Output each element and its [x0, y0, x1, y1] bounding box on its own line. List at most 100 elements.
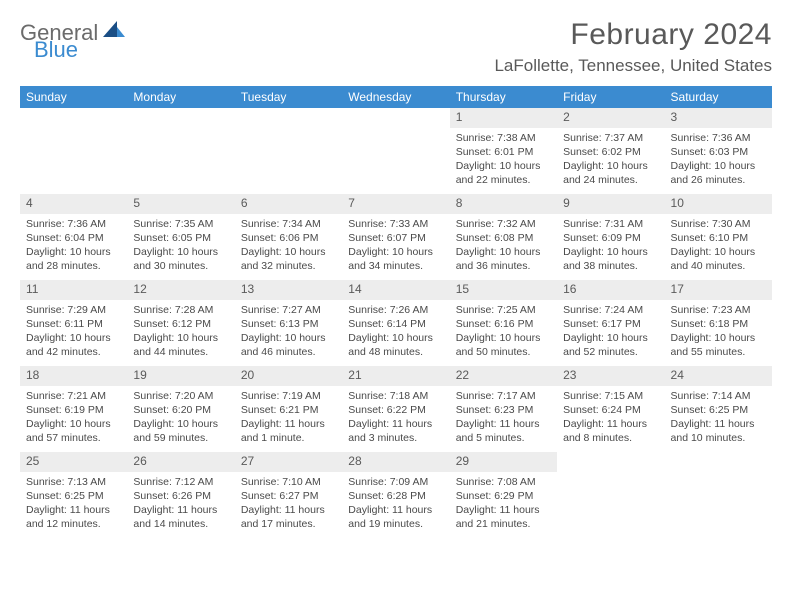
calendar-day: 23Sunrise: 7:15 AMSunset: 6:24 PMDayligh… [557, 366, 664, 452]
sunrise-text: Sunrise: 7:25 AM [456, 303, 551, 317]
calendar-day: 20Sunrise: 7:19 AMSunset: 6:21 PMDayligh… [235, 366, 342, 452]
calendar-day: 19Sunrise: 7:20 AMSunset: 6:20 PMDayligh… [127, 366, 234, 452]
day-number [665, 452, 772, 456]
calendar-day: 5Sunrise: 7:35 AMSunset: 6:05 PMDaylight… [127, 194, 234, 280]
day-details: Sunrise: 7:09 AMSunset: 6:28 PMDaylight:… [342, 472, 449, 536]
sunrise-text: Sunrise: 7:10 AM [241, 475, 336, 489]
calendar-week: 11 Sunrise: 7:29 AMSunset: 6:11 PM Dayligh… [20, 280, 772, 366]
sunrise-text: Sunrise: 7:36 AM [26, 217, 121, 231]
sunset-text: Sunset: 6:18 PM [671, 317, 766, 331]
day-details: Sunrise: 7:31 AMSunset: 6:09 PMDaylight:… [557, 214, 664, 278]
daylight-text: Daylight: 10 hours and 28 minutes. [26, 245, 121, 273]
sunrise-text: Sunrise: 7:09 AM [348, 475, 443, 489]
day-details: Sunrise: 7:08 AMSunset: 6:29 PMDaylight:… [450, 472, 557, 536]
sunrise-text: Sunrise: 7:29 AM [26, 303, 121, 317]
calendar-day [235, 108, 342, 194]
calendar-day [342, 108, 449, 194]
sunset-text: Sunset: 6:04 PM [26, 231, 121, 245]
calendar-day: 13Sunrise: 7:27 AMSunset: 6:13 PMDayligh… [235, 280, 342, 366]
daylight-text: Daylight: 11 hours and 12 minutes. [26, 503, 121, 531]
daylight-text: Daylight: 11 hours and 14 minutes. [133, 503, 228, 531]
sunset-text: Sunset: 6:29 PM [456, 489, 551, 503]
daylight-text: Daylight: 10 hours and 59 minutes. [133, 417, 228, 445]
sunset-text: Sunset: 6:22 PM [348, 403, 443, 417]
sunset-text: Sunset: 6:19 PM [26, 403, 121, 417]
calendar-day [127, 108, 234, 194]
calendar-day: 15Sunrise: 7:25 AMSunset: 6:16 PMDayligh… [450, 280, 557, 366]
brand-text: General Blue [20, 22, 125, 68]
location-label: LaFollette, Tennessee, United States [494, 56, 772, 76]
daylight-text: Daylight: 10 hours and 40 minutes. [671, 245, 766, 273]
sunrise-text: Sunrise: 7:19 AM [241, 389, 336, 403]
brand-logo: General Blue [20, 18, 125, 68]
sunrise-text: Sunrise: 7:38 AM [456, 131, 551, 145]
daylight-text: Daylight: 11 hours and 21 minutes. [456, 503, 551, 531]
sunset-text: Sunset: 6:13 PM [241, 317, 336, 331]
calendar-day [557, 452, 664, 538]
calendar-day: 29Sunrise: 7:08 AMSunset: 6:29 PMDayligh… [450, 452, 557, 538]
sunrise-text: Sunrise: 7:31 AM [563, 217, 658, 231]
sunset-text: Sunset: 6:17 PM [563, 317, 658, 331]
col-sunday: Sunday [20, 86, 127, 108]
day-number: 3 [665, 108, 772, 128]
daylight-text: Daylight: 10 hours and 30 minutes. [133, 245, 228, 273]
day-details: Sunrise: 7:36 AMSunset: 6:03 PMDaylight:… [665, 128, 772, 192]
sunrise-text: Sunrise: 7:30 AM [671, 217, 766, 231]
day-number: 12 [127, 280, 234, 300]
daylight-text: Daylight: 10 hours and 55 minutes. [671, 331, 766, 359]
day-number: 9 [557, 194, 664, 214]
day-number: 11 [20, 280, 127, 300]
calendar-day: 10Sunrise: 7:30 AMSunset: 6:10 PMDayligh… [665, 194, 772, 280]
col-thursday: Thursday [450, 86, 557, 108]
day-number: 20 [235, 366, 342, 386]
day-number: 19 [127, 366, 234, 386]
day-details: Sunrise: 7:27 AMSunset: 6:13 PMDaylight:… [235, 300, 342, 364]
daylight-text: Daylight: 10 hours and 57 minutes. [26, 417, 121, 445]
day-details: Sunrise: 7:26 AMSunset: 6:14 PMDaylight:… [342, 300, 449, 364]
sunset-text: Sunset: 6:03 PM [671, 145, 766, 159]
sunrise-text: Sunrise: 7:18 AM [348, 389, 443, 403]
daylight-text: Daylight: 10 hours and 24 minutes. [563, 159, 658, 187]
daylight-text: Daylight: 10 hours and 22 minutes. [456, 159, 551, 187]
day-number: 1 [450, 108, 557, 128]
calendar-day: 4Sunrise: 7:36 AMSunset: 6:04 PMDaylight… [20, 194, 127, 280]
daylight-text: Daylight: 10 hours and 44 minutes. [133, 331, 228, 359]
sail-icon [103, 26, 125, 43]
day-number [342, 108, 449, 112]
day-details: Sunrise: 7:20 AMSunset: 6:20 PMDaylight:… [127, 386, 234, 450]
sunrise-text: Sunrise: 7:08 AM [456, 475, 551, 489]
day-number: 13 [235, 280, 342, 300]
calendar-day: 1 Sunrise: 7:38 AMSunset: 6:01 PMDaylight… [450, 108, 557, 194]
sunset-text: Sunset: 6:01 PM [456, 145, 551, 159]
sunset-text: Sunset: 6:27 PM [241, 489, 336, 503]
day-number [235, 108, 342, 112]
day-details: Sunrise: 7:36 AMSunset: 6:04 PMDaylight:… [20, 214, 127, 278]
day-number: 4 [20, 194, 127, 214]
sunset-text: Sunset: 6:16 PM [456, 317, 551, 331]
daylight-text: Daylight: 10 hours and 48 minutes. [348, 331, 443, 359]
col-saturday: Saturday [665, 86, 772, 108]
day-number [127, 108, 234, 112]
calendar-day [665, 452, 772, 538]
col-wednesday: Wednesday [342, 86, 449, 108]
brand-word-blue: Blue [34, 37, 78, 62]
sunset-text: Sunset: 6:05 PM [133, 231, 228, 245]
day-details: Sunrise: 7:17 AMSunset: 6:23 PMDaylight:… [450, 386, 557, 450]
day-details: Sunrise: 7:13 AMSunset: 6:25 PMDaylight:… [20, 472, 127, 536]
sunrise-text: Sunrise: 7:21 AM [26, 389, 121, 403]
daylight-text: Daylight: 11 hours and 17 minutes. [241, 503, 336, 531]
calendar-day: 8Sunrise: 7:32 AMSunset: 6:08 PMDaylight… [450, 194, 557, 280]
daylight-text: Daylight: 10 hours and 34 minutes. [348, 245, 443, 273]
calendar-day: 17Sunrise: 7:23 AMSunset: 6:18 PMDayligh… [665, 280, 772, 366]
day-details: Sunrise: 7:32 AMSunset: 6:08 PMDaylight:… [450, 214, 557, 278]
sunrise-text: Sunrise: 7:17 AM [456, 389, 551, 403]
sunset-text: Sunset: 6:11 PM [26, 317, 121, 331]
sunset-text: Sunset: 6:14 PM [348, 317, 443, 331]
col-monday: Monday [127, 86, 234, 108]
day-details: Sunrise: 7:23 AMSunset: 6:18 PMDaylight:… [665, 300, 772, 364]
day-number: 28 [342, 452, 449, 472]
day-details: Sunrise: 7:21 AMSunset: 6:19 PMDaylight:… [20, 386, 127, 450]
sunrise-text: Sunrise: 7:12 AM [133, 475, 228, 489]
day-number: 24 [665, 366, 772, 386]
day-details: Sunrise: 7:18 AMSunset: 6:22 PMDaylight:… [342, 386, 449, 450]
